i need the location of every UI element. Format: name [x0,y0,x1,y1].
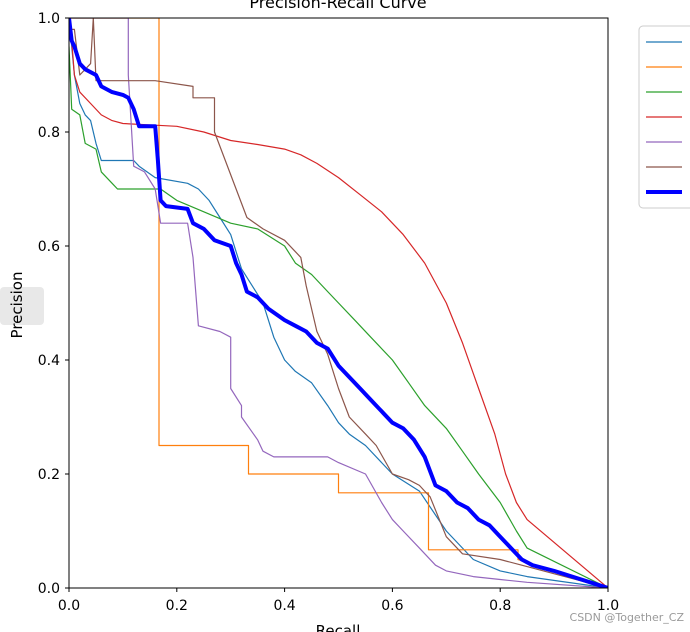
series-line-6 [69,18,608,588]
y-tick-label: 0.0 [38,581,60,597]
series-line-7 [69,18,608,588]
chart-title: Precision-Recall Curve [249,0,426,12]
y-tick-label: 0.2 [38,467,60,483]
y-tick-label: 0.8 [38,125,60,141]
x-tick-label: 0.6 [381,598,403,614]
series-line-5 [69,18,608,588]
watermark: CSDN @Together_CZ [569,611,684,624]
x-tick-label: 1.0 [597,598,619,614]
ylabel-highlight [0,287,44,325]
x-axis-label: Recall [316,622,361,632]
series-line-4 [69,18,608,588]
series-line-2 [69,18,608,588]
x-tick-label: 0.8 [489,598,511,614]
y-tick-label: 0.6 [38,239,60,255]
x-tick-label: 0.0 [58,598,80,614]
series-layer [69,18,608,588]
legend [638,25,690,209]
x-tick-label: 0.4 [273,598,295,614]
x-tick-label: 0.2 [166,598,188,614]
y-axis-label: Precision [8,272,26,339]
series-line-1 [69,18,608,588]
y-tick-label: 0.4 [38,353,60,369]
plot-frame [68,17,609,589]
x-axis: 0.0 0.2 0.4 0.6 0.8 1.0 [58,588,619,614]
y-axis: 0.0 0.2 0.4 0.6 0.8 1.0 [38,11,69,597]
y-tick-label: 1.0 [38,11,60,27]
